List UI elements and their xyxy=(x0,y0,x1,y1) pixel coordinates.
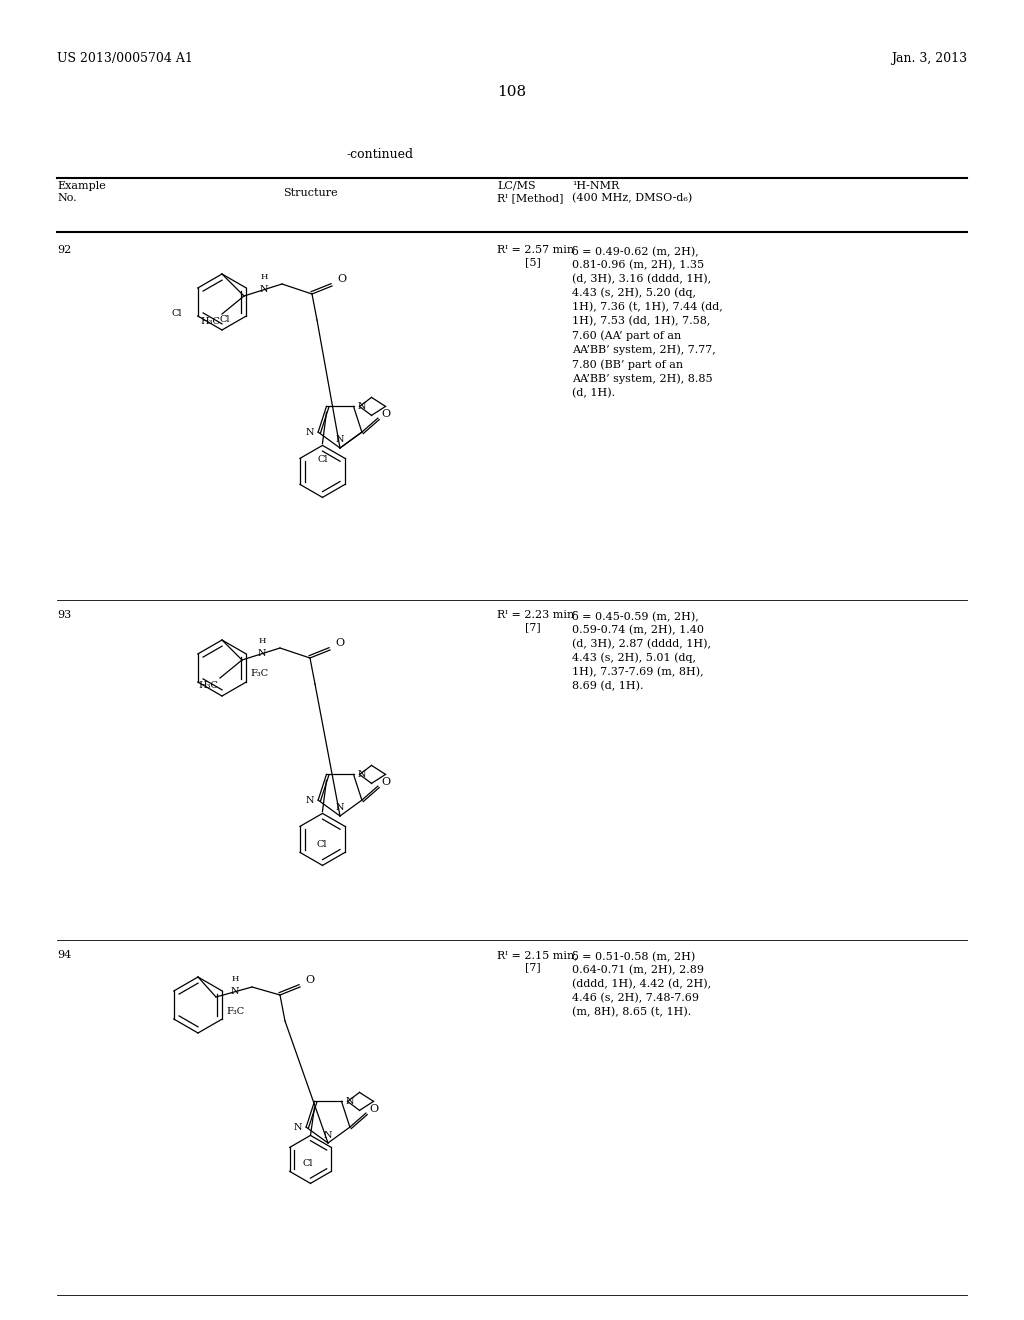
Text: N: N xyxy=(258,648,266,657)
Text: Example: Example xyxy=(57,181,105,191)
Text: -continued: -continued xyxy=(346,148,414,161)
Text: H: H xyxy=(258,638,265,645)
Text: O: O xyxy=(338,275,346,284)
Text: δ = 0.45-0.59 (m, 2H),
0.59-0.74 (m, 2H), 1.40
(d, 3H), 2.87 (dddd, 1H),
4.43 (s: δ = 0.45-0.59 (m, 2H), 0.59-0.74 (m, 2H)… xyxy=(572,610,711,692)
Text: Rᴵ = 2.23 min: Rᴵ = 2.23 min xyxy=(497,610,574,620)
Text: [5]: [5] xyxy=(525,257,541,267)
Text: Cl: Cl xyxy=(171,309,181,318)
Text: N: N xyxy=(336,804,344,813)
Text: N: N xyxy=(357,770,366,779)
Text: N: N xyxy=(357,401,366,411)
Text: H₃C: H₃C xyxy=(200,317,220,326)
Text: N: N xyxy=(324,1130,332,1139)
Text: No.: No. xyxy=(57,193,77,203)
Text: [7]: [7] xyxy=(525,622,541,632)
Text: [7]: [7] xyxy=(525,962,541,972)
Text: Rᴵ = 2.57 min: Rᴵ = 2.57 min xyxy=(497,246,574,255)
Text: N: N xyxy=(306,796,314,805)
Text: N: N xyxy=(345,1097,353,1106)
Text: LC/MS: LC/MS xyxy=(497,181,536,191)
Text: US 2013/0005704 A1: US 2013/0005704 A1 xyxy=(57,51,193,65)
Text: O: O xyxy=(336,638,344,648)
Text: δ = 0.51-0.58 (m, 2H)
0.64-0.71 (m, 2H), 2.89
(dddd, 1H), 4.42 (d, 2H),
4.46 (s,: δ = 0.51-0.58 (m, 2H) 0.64-0.71 (m, 2H),… xyxy=(572,950,711,1018)
Text: O: O xyxy=(370,1104,379,1114)
Text: 94: 94 xyxy=(57,950,72,960)
Text: Rᴵ [Method]: Rᴵ [Method] xyxy=(497,193,563,203)
Text: N: N xyxy=(336,436,344,445)
Text: O: O xyxy=(305,975,314,985)
Text: Jan. 3, 2013: Jan. 3, 2013 xyxy=(891,51,967,65)
Text: N: N xyxy=(260,285,268,293)
Text: 92: 92 xyxy=(57,246,72,255)
Text: (400 MHz, DMSO-d₆): (400 MHz, DMSO-d₆) xyxy=(572,193,692,203)
Text: ¹H-NMR: ¹H-NMR xyxy=(572,181,620,191)
Text: Cl: Cl xyxy=(303,1159,313,1168)
Text: Cl: Cl xyxy=(220,314,230,323)
Text: N: N xyxy=(230,986,240,995)
Text: H: H xyxy=(260,273,267,281)
Text: F₃C: F₃C xyxy=(226,1006,245,1015)
Text: O: O xyxy=(381,409,390,420)
Text: Structure: Structure xyxy=(283,187,337,198)
Text: Rᴵ = 2.15 min,: Rᴵ = 2.15 min, xyxy=(497,950,578,960)
Text: N: N xyxy=(306,428,314,437)
Text: H: H xyxy=(231,975,239,983)
Text: 93: 93 xyxy=(57,610,72,620)
Text: H₃C: H₃C xyxy=(198,681,218,690)
Text: δ = 0.49-0.62 (m, 2H),
0.81-0.96 (m, 2H), 1.35
(d, 3H), 3.16 (dddd, 1H),
4.43 (s: δ = 0.49-0.62 (m, 2H), 0.81-0.96 (m, 2H)… xyxy=(572,246,723,399)
Text: Cl: Cl xyxy=(317,455,328,465)
Text: 108: 108 xyxy=(498,84,526,99)
Text: F₃C: F₃C xyxy=(250,669,268,678)
Text: O: O xyxy=(381,777,390,787)
Text: N: N xyxy=(294,1122,302,1131)
Text: Cl: Cl xyxy=(316,840,327,849)
